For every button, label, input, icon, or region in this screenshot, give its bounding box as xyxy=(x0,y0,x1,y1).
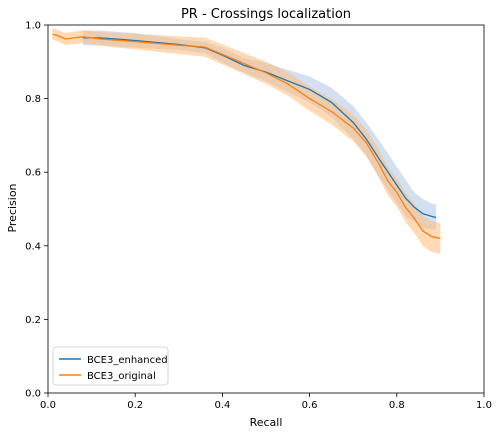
confidence-bands xyxy=(52,28,441,254)
y-tick-label: 0.0 xyxy=(25,389,41,400)
y-tick-label: 0.8 xyxy=(25,94,41,105)
y-tick-label: 0.6 xyxy=(25,168,41,179)
x-tick-label: 0.4 xyxy=(214,400,230,411)
x-tick-label: 0.0 xyxy=(40,400,56,411)
line-BCE3_original xyxy=(52,33,441,240)
legend-box xyxy=(52,346,169,386)
band-BCE3_original xyxy=(52,28,441,254)
y-tick-label: 0.2 xyxy=(25,315,41,326)
y-tick-label: 0.4 xyxy=(25,241,41,252)
x-tick-label: 1.0 xyxy=(476,400,492,411)
x-axis-label: Recall xyxy=(250,416,283,429)
series-lines xyxy=(52,33,441,240)
y-tick-label: 1.0 xyxy=(25,21,41,32)
legend-label: BCE3_original xyxy=(87,371,156,382)
plot-frame xyxy=(47,24,485,394)
legend-label: BCE3_enhanced xyxy=(87,355,168,366)
axes: 0.0 0.2 0.4 0.6 0.8 1.0 0.0 0.2 0.4 0.6 0.8 1.0 xyxy=(25,21,492,412)
chart-title: PR - Crossings localization xyxy=(181,7,351,22)
y-axis-label: Precision xyxy=(6,183,19,232)
legend: BCE3_enhanced BCE3_original xyxy=(52,346,169,386)
x-tick-label: 0.8 xyxy=(389,400,405,411)
x-tick-label: 0.2 xyxy=(127,400,143,411)
x-tick-label: 0.6 xyxy=(302,400,318,411)
